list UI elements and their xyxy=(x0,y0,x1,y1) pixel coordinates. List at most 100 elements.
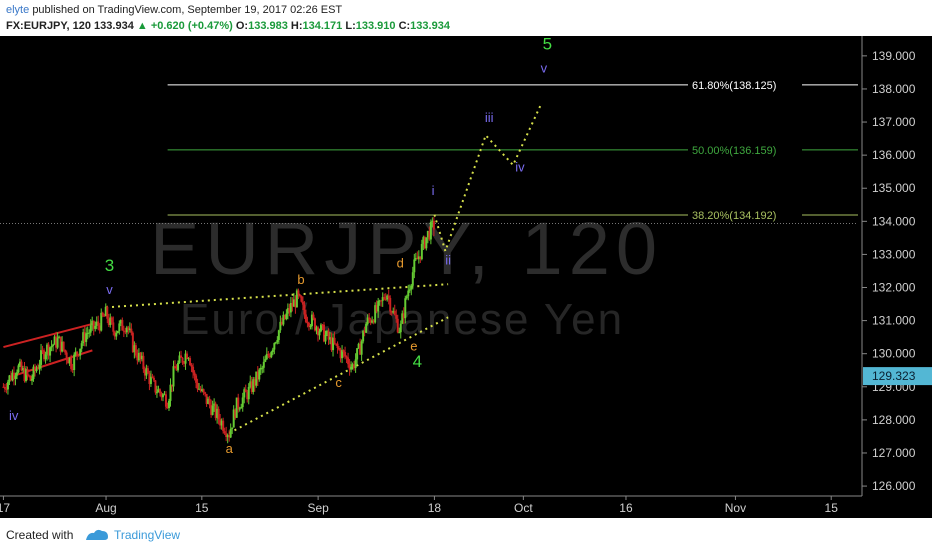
candle-body xyxy=(380,300,383,302)
candle-body xyxy=(225,433,228,437)
candle-body xyxy=(298,294,301,297)
candle-body xyxy=(65,352,68,360)
candle-body xyxy=(324,334,327,342)
candle-body xyxy=(387,295,390,299)
candle-body xyxy=(327,331,330,340)
candle-body xyxy=(226,435,229,437)
candle-body xyxy=(92,320,95,329)
candle-body xyxy=(107,318,110,326)
candle-body xyxy=(405,296,408,299)
candle-body xyxy=(313,318,316,331)
candle-body xyxy=(170,384,173,387)
candle-body xyxy=(82,332,85,344)
candle-body xyxy=(149,376,152,384)
fib-label-bg xyxy=(688,76,802,92)
candle-body xyxy=(23,368,26,382)
candle-body xyxy=(190,365,193,367)
candle-body xyxy=(173,366,176,369)
author-link[interactable]: elyte xyxy=(6,4,30,16)
open-label: O: xyxy=(235,20,249,32)
candle-body xyxy=(94,325,97,329)
candle-body xyxy=(363,330,366,333)
candle-body xyxy=(332,337,335,351)
candle-body xyxy=(356,348,359,360)
fib-level-label: 61.80%(138.125) xyxy=(692,80,776,92)
price-tick-label: 135.000 xyxy=(872,181,916,195)
candle-body xyxy=(187,358,190,360)
time-tick-label: 16 xyxy=(619,501,633,515)
candle-body xyxy=(395,314,398,319)
candle-body xyxy=(241,397,244,408)
candle-body xyxy=(279,321,282,331)
candle-body xyxy=(277,330,280,341)
candle-body xyxy=(5,388,8,390)
candle-body xyxy=(286,308,289,314)
candle-body xyxy=(267,353,270,356)
wave-label: 5 xyxy=(543,36,552,53)
candle-body xyxy=(163,394,166,396)
candle-body xyxy=(268,355,271,358)
candle-body xyxy=(17,365,20,373)
wave-label: v xyxy=(541,60,548,75)
candle-body xyxy=(422,237,425,244)
candle-body xyxy=(235,397,238,418)
wave-label: c xyxy=(335,375,342,390)
last-price: 133.934 xyxy=(94,20,134,32)
fib-label-bg xyxy=(688,141,802,157)
candle-body xyxy=(49,347,52,356)
candle-body xyxy=(306,322,309,324)
candle-body xyxy=(393,310,396,315)
candle-body xyxy=(193,372,196,376)
candle-body xyxy=(130,328,133,333)
candle-body xyxy=(244,389,247,393)
candle-body xyxy=(301,301,304,305)
candle-body xyxy=(28,375,31,377)
candle-body xyxy=(124,331,127,333)
candle-body xyxy=(404,298,407,319)
candle-body xyxy=(32,366,35,379)
candle-body xyxy=(31,378,34,381)
candle-body xyxy=(229,429,232,438)
candle-body xyxy=(34,366,37,372)
candle-body xyxy=(419,256,422,260)
candle-body xyxy=(35,368,38,372)
candle-body xyxy=(214,403,217,418)
candle-body xyxy=(6,381,9,390)
candle-body xyxy=(109,317,112,326)
wave-label: b xyxy=(297,272,304,287)
candle-body xyxy=(335,343,338,345)
candle-body xyxy=(238,408,241,410)
candle-body xyxy=(420,243,423,260)
time-tick-label: 17 xyxy=(0,501,10,515)
candle-body xyxy=(115,333,118,337)
candle-body xyxy=(196,382,199,390)
candle-body xyxy=(47,344,50,356)
candle-body xyxy=(202,389,205,393)
candle-body xyxy=(319,324,322,332)
candle-body xyxy=(366,317,369,324)
candle-body xyxy=(261,367,264,369)
candle-body xyxy=(157,389,160,393)
candle-body xyxy=(220,420,223,426)
wave-label: e xyxy=(410,338,417,353)
tradingview-logo-icon[interactable] xyxy=(84,526,110,542)
candle-body xyxy=(136,355,139,361)
price-tick-label: 130.000 xyxy=(872,347,916,361)
candle-body xyxy=(402,313,405,319)
candle-body xyxy=(15,372,18,376)
tradingview-brand[interactable]: TradingView xyxy=(114,528,181,542)
candle-body xyxy=(369,319,372,323)
candle-body xyxy=(389,298,392,312)
close-label: C: xyxy=(398,20,411,32)
candle-body xyxy=(59,336,62,352)
time-tick-label: 18 xyxy=(428,501,442,515)
candle-body xyxy=(425,237,428,249)
candle-body xyxy=(265,353,268,360)
candle-body xyxy=(432,220,435,230)
candle-body xyxy=(289,303,292,313)
wave-label: ii xyxy=(445,252,451,267)
candle-body xyxy=(372,320,375,323)
candle-body xyxy=(207,398,210,404)
candle-body xyxy=(339,349,342,359)
